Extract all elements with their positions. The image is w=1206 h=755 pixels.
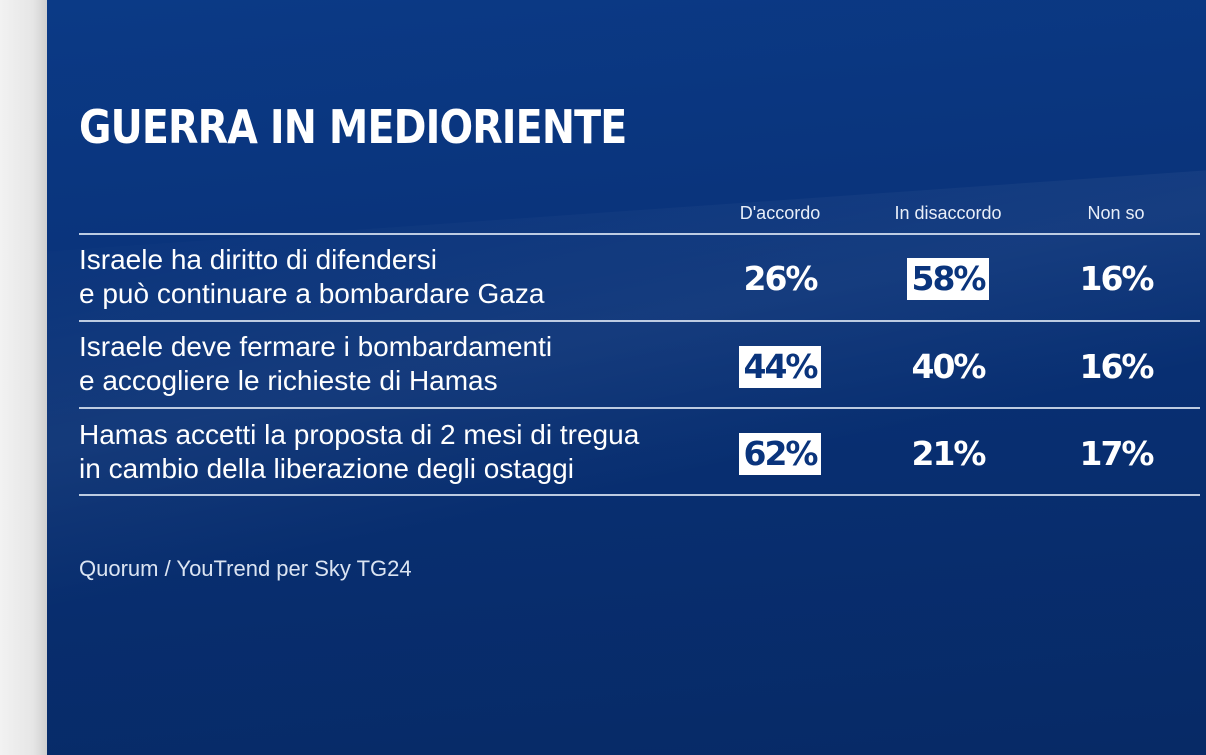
row-label-1-line-1: Israele ha diritto di difendersi <box>79 244 437 275</box>
row-label-2-line-1: Israele deve fermare i bombardamenti <box>79 331 553 362</box>
left-edge-strip <box>0 0 47 755</box>
row-label-3-line-1: Hamas accetti la proposta di 2 mesi di t… <box>79 419 640 450</box>
table-divider <box>79 233 1200 235</box>
column-header-agree: D'accordo <box>739 203 821 223</box>
source-credit: Quorum / YouTrend per Sky TG24 <box>79 556 412 581</box>
row-label-3-line-2: in cambio della liberazione degli ostagg… <box>79 453 574 484</box>
column-header-dont-know: Non so <box>1087 203 1145 223</box>
column-header-disagree: In disaccordo <box>894 203 1002 223</box>
cell-r2-c3: 16% <box>1079 347 1155 386</box>
row-label-1: Israele ha diritto di difendersi e può c… <box>79 243 719 311</box>
cell-r3-c1: 62% <box>739 433 821 475</box>
page-title: GUERRA IN MEDIORIENTE <box>79 100 627 154</box>
table-divider <box>79 320 1200 322</box>
cell-r3-c3: 17% <box>1079 434 1155 473</box>
cell-r2-c2: 40% <box>911 347 987 386</box>
row-label-3: Hamas accetti la proposta di 2 mesi di t… <box>79 418 719 486</box>
table-divider <box>79 407 1200 409</box>
row-label-2-line-2: e accogliere le richieste di Hamas <box>79 365 498 396</box>
cell-r1-c3: 16% <box>1079 259 1155 298</box>
table-divider <box>79 494 1200 496</box>
row-label-2: Israele deve fermare i bombardamenti e a… <box>79 330 719 398</box>
cell-r1-c2: 58% <box>907 258 989 300</box>
row-label-1-line-2: e può continuare a bombardare Gaza <box>79 278 545 309</box>
cell-r3-c2: 21% <box>911 434 987 473</box>
cell-r2-c1: 44% <box>739 346 821 388</box>
poll-panel <box>47 0 1206 755</box>
cell-r1-c1: 26% <box>743 259 819 298</box>
